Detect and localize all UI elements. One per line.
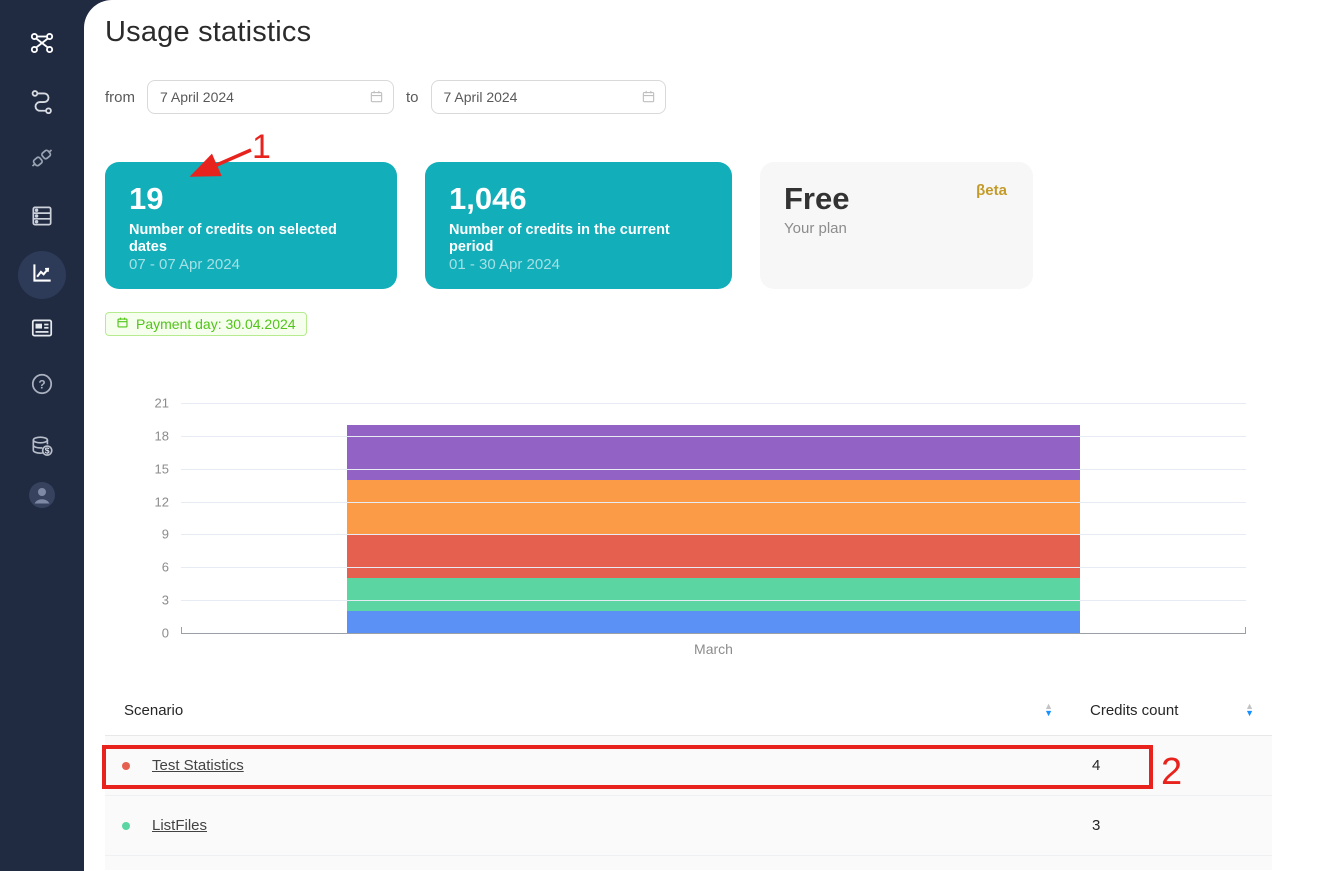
sort-up-icon: ▲ [1044, 701, 1053, 711]
sidebar-item-billing[interactable]: $ [28, 434, 56, 462]
bar-segment[interactable] [347, 534, 1080, 579]
credits-count-cell: 3 [1092, 817, 1101, 834]
billing-coins-icon: $ [29, 433, 55, 464]
table-row-clipped [105, 856, 1272, 870]
scenario-column-header: Scenario [124, 701, 184, 719]
bar-segment[interactable] [347, 611, 1080, 633]
workflow-icon [29, 30, 55, 61]
scenario-sort-button[interactable]: ▲ ▼ [1044, 701, 1053, 718]
credits-period-value: 1,046 [449, 181, 527, 216]
gridline [181, 600, 1246, 601]
sort-down-icon: ▼ [1044, 708, 1053, 718]
gridline [181, 403, 1246, 404]
scenarios-table: Scenario ▲ ▼ Credits count ▲ ▼ Test Statis… [105, 685, 1272, 870]
plan-card: βeta Free Your plan [760, 162, 1033, 289]
chart-plot-area [181, 403, 1246, 634]
help-icon: ? [29, 371, 55, 402]
sidebar-item-profile[interactable] [28, 481, 56, 511]
gridline [181, 436, 1246, 437]
from-label: from [105, 88, 135, 106]
news-icon [29, 315, 55, 346]
from-date-input[interactable] [147, 80, 394, 114]
sidebar-item-connections[interactable] [28, 146, 56, 174]
user-avatar-icon [27, 480, 57, 515]
to-date-field [430, 80, 666, 114]
credits-selected-label: Number of credits on selected dates [129, 222, 337, 255]
y-axis-tick-label: 6 [161, 559, 169, 575]
y-axis-tick-label: 18 [154, 428, 169, 444]
svg-text:$: $ [45, 445, 50, 455]
sidebar-item-help[interactable]: ? [28, 372, 56, 400]
payment-day-label: Payment day: 30.04.2024 [136, 316, 296, 332]
from-date-field [147, 80, 394, 114]
server-icon [29, 203, 55, 234]
bar-segment[interactable] [347, 578, 1080, 612]
y-axis-tick-label: 15 [154, 461, 169, 477]
sort-up-icon: ▲ [1245, 701, 1254, 711]
sidebar-item-data[interactable] [28, 204, 56, 232]
stacked-bar-march[interactable] [347, 403, 1080, 633]
to-date-input[interactable] [430, 80, 666, 114]
bar-segment[interactable] [347, 479, 1080, 535]
scenario-color-dot [122, 761, 130, 770]
gridline [181, 567, 1246, 568]
page-title: Usage statistics [105, 16, 312, 48]
credits-selected-card: 19 Number of credits on selected dates 0… [105, 162, 397, 289]
credits-selected-period: 07 - 07 Apr 2024 [129, 256, 240, 273]
y-axis-tick-label: 9 [161, 526, 169, 542]
table-body: Test Statistics 4 ListFiles 3 [105, 736, 1272, 870]
scenario-link[interactable]: Test Statistics [152, 757, 244, 774]
beta-badge: βeta [976, 182, 1007, 199]
credits-column-header: Credits count [1090, 701, 1179, 719]
credits-count-cell: 4 [1092, 757, 1101, 774]
axis-tick [181, 627, 182, 634]
sidebar: ? $ [0, 0, 84, 871]
to-label: to [406, 88, 419, 106]
scenario-color-dot [122, 821, 130, 830]
gridline [181, 469, 1246, 470]
y-axis-tick-label: 3 [161, 592, 169, 608]
usage-chart: March 21 18 15 12 9 6 3 0 [105, 389, 1343, 659]
table-row: ListFiles 3 [105, 796, 1272, 856]
payment-day-badge: Payment day: 30.04.2024 [105, 312, 307, 336]
date-range-filters: from to [105, 79, 1343, 115]
table-row: Test Statistics 4 [105, 736, 1272, 796]
sidebar-item-routes[interactable] [28, 89, 56, 117]
x-axis-label: March [694, 641, 733, 657]
plug-icon [29, 145, 55, 176]
sidebar-item-statistics-active[interactable] [18, 251, 66, 299]
y-axis-tick-label: 21 [154, 395, 169, 411]
scenario-link[interactable]: ListFiles [152, 817, 208, 834]
plan-label: Your plan [784, 220, 847, 237]
calendar-icon[interactable] [369, 89, 384, 109]
sidebar-item-workflows[interactable] [28, 31, 56, 59]
gridline [181, 502, 1246, 503]
credits-selected-value: 19 [129, 181, 164, 216]
sort-down-icon: ▼ [1245, 708, 1254, 718]
calendar-icon [116, 316, 129, 332]
credits-sort-button[interactable]: ▲ ▼ [1245, 701, 1254, 718]
route-icon [29, 88, 55, 119]
y-axis-tick-label: 12 [154, 494, 169, 510]
bar-segment[interactable] [347, 424, 1080, 480]
credits-period-label: Number of credits in the current period [449, 222, 670, 255]
credits-period-card: 1,046 Number of credits in the current p… [425, 162, 732, 289]
plan-name: Free [784, 181, 850, 216]
y-axis-tick-label: 0 [161, 625, 169, 641]
table-header: Scenario ▲ ▼ Credits count ▲ ▼ [105, 685, 1272, 736]
axis-tick [1245, 627, 1246, 634]
x-axis-line [181, 633, 1246, 634]
main-content: Usage statistics from to [84, 0, 1343, 871]
stats-chart-icon [29, 260, 55, 291]
summary-cards: 19 Number of credits on selected dates 0… [105, 162, 1343, 289]
svg-text:?: ? [38, 377, 45, 391]
sidebar-item-templates[interactable] [28, 316, 56, 344]
calendar-icon[interactable] [641, 89, 656, 109]
credits-period-dates: 01 - 30 Apr 2024 [449, 256, 560, 273]
gridline [181, 534, 1246, 535]
